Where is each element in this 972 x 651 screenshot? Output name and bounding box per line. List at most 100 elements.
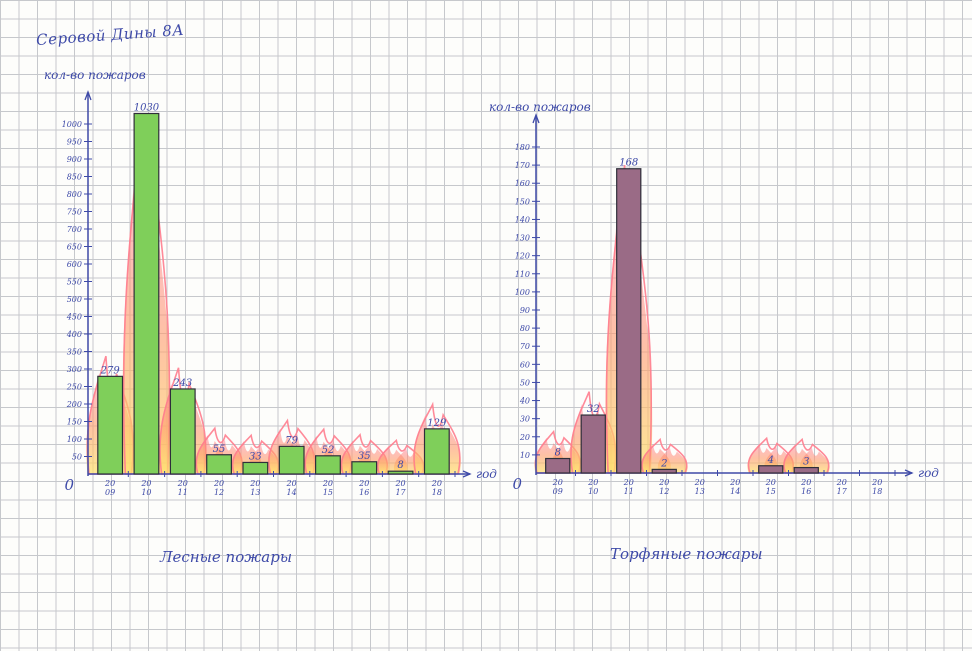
- x-tick-label-bottom-1-3: 12: [659, 487, 669, 496]
- x-tick-label-top-0-3: 20: [213, 479, 224, 488]
- bar-1-2: [616, 168, 642, 474]
- y-tick-label-1-8: 80: [520, 324, 530, 333]
- y-tick-label-0-8: 400: [66, 330, 82, 339]
- bar-1-1: [580, 414, 606, 474]
- y-tick-label-0-7: 350: [67, 348, 82, 357]
- x-tick-label-top-1-7: 20: [800, 478, 811, 487]
- x-tick-label-bottom-1-1: 10: [588, 487, 598, 496]
- y-tick-label-0-17: 850: [67, 173, 82, 182]
- bar-1-3: [651, 468, 677, 474]
- y-tick-label-1-3: 30: [520, 415, 530, 424]
- x-tick-label-bottom-0-7: 16: [359, 488, 369, 497]
- y-tick-label-0-20: 1000: [62, 120, 82, 129]
- bar-value-label-1-0: 8: [555, 448, 561, 459]
- y-tick-label-0-4: 200: [66, 400, 82, 409]
- bar-value-label-1-6: 4: [767, 455, 774, 466]
- bar-value-label-1-7: 3: [803, 457, 809, 468]
- y-tick-label-1-2: 20: [519, 433, 530, 442]
- y-tick-label-0-3: 150: [67, 418, 82, 427]
- bar-value-label-0-0: 279: [100, 365, 121, 376]
- bar-0-6: [315, 455, 341, 475]
- flame-outline-1-3: [641, 437, 688, 474]
- y-tick-label-1-0: 0: [512, 475, 522, 493]
- x-tick-label-top-1-8: 20: [836, 478, 847, 487]
- bar-value-label-0-4: 33: [249, 451, 262, 462]
- y-tick-label-0-19: 950: [67, 138, 82, 147]
- bar-value-label-0-5: 79: [285, 435, 298, 446]
- flame-outline-1-7: [783, 437, 830, 474]
- x-tick-label-bottom-0-4: 13: [250, 488, 260, 497]
- x-axis-arrow-0: [462, 470, 472, 478]
- x-tick-label-top-0-2: 20: [177, 479, 188, 488]
- x-tick-label-bottom-1-4: 13: [695, 487, 705, 496]
- bar-0-4: [242, 461, 269, 475]
- x-tick-label-bottom-1-6: 15: [766, 487, 776, 496]
- x-tick-label-bottom-1-9: 18: [872, 487, 882, 496]
- y-tick-label-0-1: 50: [72, 453, 82, 462]
- forest-fires-chart: 0 50 100 150 200 250 300 350 400 450 500 550 600 650 7…: [44, 68, 497, 497]
- x-tick-label-bottom-0-2: 11: [178, 488, 188, 497]
- y-tick-label-0-18: 900: [67, 155, 82, 164]
- x-tick-label-top-1-9: 20: [871, 478, 882, 487]
- bar-1-0: [545, 457, 571, 474]
- y-tick-label-1-10: 100: [515, 288, 530, 297]
- y-tick-label-0-9: 450: [66, 313, 82, 322]
- x-tick-label-bottom-1-7: 16: [801, 487, 811, 496]
- y-tick-label-0-10: 500: [67, 295, 82, 304]
- x-axis-label-1: год: [918, 466, 939, 480]
- bar-1-7: [793, 466, 819, 474]
- y-tick-label-1-13: 130: [515, 234, 530, 243]
- bar-0-7: [351, 461, 378, 475]
- x-axis-arrow-1: [904, 469, 914, 477]
- flame-1-7-b: [799, 447, 830, 473]
- y-tick-label-1-18: 180: [515, 143, 530, 152]
- bar-0-1: [133, 112, 160, 475]
- bar-value-label-1-1: 32: [587, 404, 600, 415]
- x-tick-label-top-1-1: 20: [587, 478, 598, 487]
- bar-value-label-0-7: 35: [358, 451, 371, 462]
- y-tick-label-1-6: 60: [520, 360, 530, 369]
- y-tick-label-1-1: 10: [520, 451, 530, 460]
- bar-0-3: [206, 454, 232, 475]
- y-tick-label-1-5: 50: [520, 378, 530, 387]
- bar-0-5: [278, 445, 305, 475]
- y-tick-label-1-7: 70: [520, 342, 530, 351]
- x-tick-label-bottom-0-1: 10: [141, 488, 151, 497]
- x-tick-label-top-1-4: 20: [694, 478, 705, 487]
- y-tick-label-1-9: 90: [520, 306, 530, 315]
- y-tick-label-1-11: 110: [515, 270, 530, 279]
- x-tick-label-top-0-4: 20: [249, 479, 260, 488]
- x-tick-label-bottom-0-5: 14: [287, 488, 297, 497]
- x-tick-label-bottom-1-0: 09: [553, 487, 563, 496]
- bar-value-label-0-2: 243: [172, 378, 192, 389]
- bar-value-label-0-6: 52: [322, 445, 335, 456]
- y-tick-label-0-0: 0: [64, 476, 74, 494]
- y-tick-label-1-17: 170: [515, 161, 530, 170]
- x-tick-label-top-0-9: 20: [431, 479, 442, 488]
- bar-value-label-0-3: 55: [213, 444, 226, 455]
- y-tick-label-0-11: 550: [67, 278, 82, 287]
- peat-fires-caption: Торфяные пожары: [610, 545, 763, 563]
- x-tick-label-top-1-6: 20: [765, 478, 776, 487]
- x-tick-label-bottom-1-5: 14: [730, 487, 740, 496]
- y-tick-label-0-15: 750: [67, 208, 82, 217]
- y-axis-arrow-1: [532, 113, 540, 124]
- x-tick-label-top-0-0: 20: [104, 479, 115, 488]
- x-tick-label-top-1-2: 20: [623, 478, 634, 487]
- x-tick-label-top-1-0: 20: [552, 478, 563, 487]
- peat-fires-chart: 0102030405060708090100110120130140150160…: [489, 100, 939, 496]
- y-axis-arrow-0: [84, 90, 92, 101]
- y-axis-label-1: кол-во пожаров: [489, 100, 591, 114]
- forest-fires-caption: Лесные пожары: [160, 548, 293, 566]
- x-tick-label-top-1-3: 20: [658, 478, 669, 487]
- y-tick-label-1-14: 140: [515, 215, 530, 224]
- x-tick-label-top-0-8: 20: [394, 479, 405, 488]
- y-tick-label-0-2: 100: [67, 435, 82, 444]
- bar-1-6: [758, 465, 784, 474]
- x-tick-label-top-1-5: 20: [729, 478, 740, 487]
- y-tick-label-0-12: 600: [67, 260, 82, 269]
- x-tick-label-top-0-7: 20: [358, 479, 369, 488]
- y-tick-label-0-5: 250: [66, 383, 82, 392]
